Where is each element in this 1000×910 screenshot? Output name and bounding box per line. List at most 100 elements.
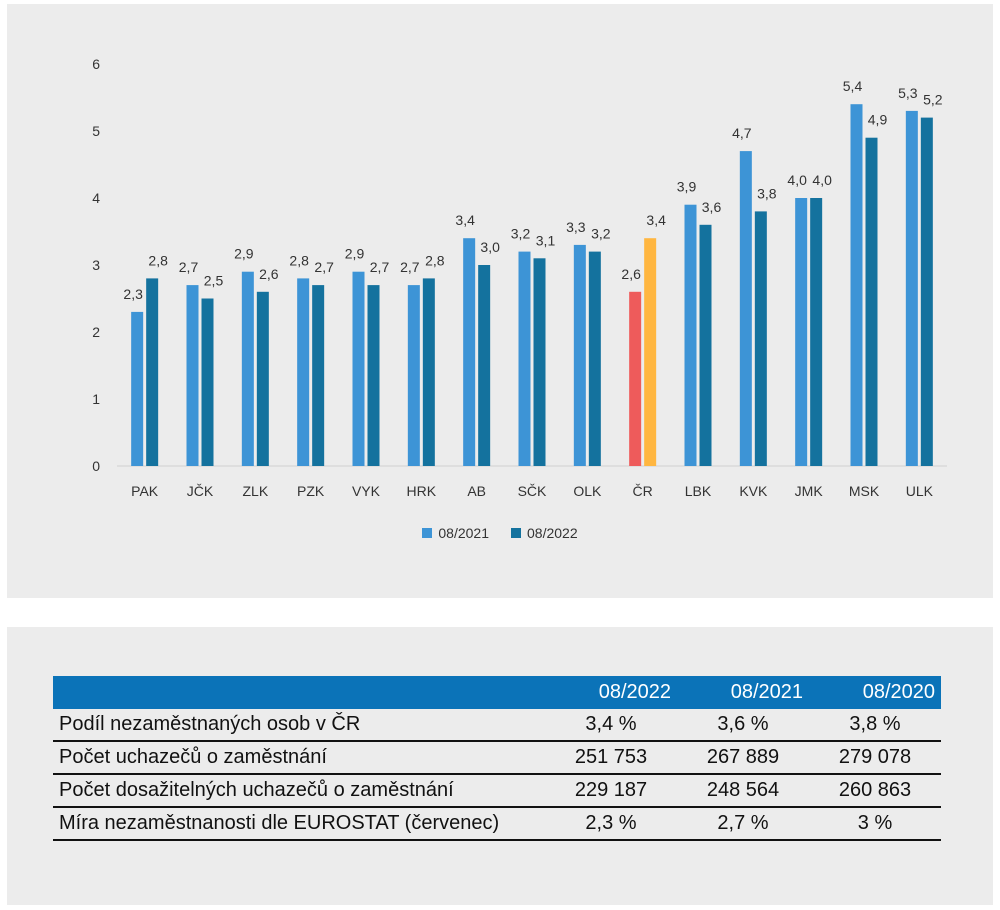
data-label-2022: 4,0 [812,172,832,188]
x-tick-label: PZK [297,483,325,499]
row-label: Míra nezaměstnanosti dle EUROSTAT (červe… [53,807,545,841]
data-label-2022: 3,0 [480,239,500,255]
bar-2022 [699,224,712,466]
bar-2022 [754,211,767,466]
x-tick-label: JMK [795,483,824,499]
bar-2021 [131,311,144,466]
x-tick-label: KVK [739,483,768,499]
cell-2021: 2,7 % [677,807,809,841]
legend: 08/2021 08/2022 [7,525,993,541]
cell-2022: 251 753 [545,741,677,775]
bar-2022 [644,238,657,466]
data-label-2021: 5,3 [898,85,918,101]
legend-swatch-2021 [422,528,433,538]
data-label-2021: 3,3 [566,219,586,235]
bar-2021 [684,204,697,466]
legend-label-2021: 08/2021 [438,525,489,541]
data-label-2021: 2,8 [289,252,309,268]
header-empty [53,676,545,709]
legend-label-2022: 08/2022 [527,525,578,541]
cell-2021: 267 889 [677,741,809,775]
y-tick-label: 6 [92,56,100,72]
data-label-2022: 2,8 [425,252,445,268]
cell-2022: 2,3 % [545,807,677,841]
x-tick-label: ZLK [242,483,268,499]
bar-2022 [367,285,380,466]
y-tick-label: 2 [92,324,100,340]
data-label-2021: 2,7 [400,259,420,275]
cell-2020: 279 078 [809,741,941,775]
data-label-2022: 2,6 [259,266,279,282]
bar-2022 [201,298,214,466]
table-panel: 08/2022 08/2021 08/2020 Podíl nezaměstna… [7,627,993,905]
data-label-2021: 2,9 [234,246,254,262]
table-row: Podíl nezaměstnaných osob v ČR 3,4 % 3,6… [53,709,941,742]
data-label-2021: 5,4 [843,78,863,94]
cell-2022: 229 187 [545,774,677,808]
bar-2022 [810,198,823,466]
bar-2022 [312,285,325,466]
table-row: Počet dosažitelných uchazečů o zaměstnán… [53,774,941,808]
cell-2020: 3,8 % [809,709,941,742]
data-label-2021: 2,7 [179,259,199,275]
bar-2022 [920,117,933,466]
row-label: Podíl nezaměstnaných osob v ČR [53,709,545,742]
data-label-2022: 4,9 [868,112,888,128]
data-label-2022: 2,8 [148,252,168,268]
data-label-2021: 2,9 [345,246,365,262]
bar-2021 [573,244,586,466]
x-tick-label: LBK [685,483,712,499]
cell-2022: 3,4 % [545,709,677,742]
legend-swatch-2022 [511,528,521,538]
data-label-2021: 2,3 [123,286,143,302]
table-row: Počet uchazečů o zaměstnání 251 753 267 … [53,741,941,775]
y-tick-label: 3 [92,257,100,273]
header-2022: 08/2022 [545,676,677,709]
data-label-2022: 5,2 [923,92,943,108]
data-label-2021: 2,6 [621,266,641,282]
header-2020: 08/2020 [809,676,941,709]
data-label-2022: 3,8 [757,185,777,201]
row-label: Počet uchazečů o zaměstnání [53,741,545,775]
cell-2020: 260 863 [809,774,941,808]
cell-2020: 3 % [809,807,941,841]
data-label-2022: 3,6 [702,199,722,215]
bar-2021 [407,285,420,466]
bar-2021 [739,151,752,466]
x-tick-label: VYK [352,483,381,499]
y-tick-label: 5 [92,123,100,139]
bar-2021 [463,238,476,466]
cell-2021: 3,6 % [677,709,809,742]
bar-2021 [905,110,918,467]
bar-2021 [241,271,254,466]
x-tick-label: ČR [633,483,653,499]
data-label-2022: 2,7 [370,259,390,275]
chart-panel: 0 1 2 3 4 5 6 2,3 2,8 PAK 2,7 2,5 JČK 2,9 2,6 ZLK 2,8 2,7… [7,4,993,598]
data-label-2021: 4,7 [732,125,752,141]
bar-2021 [186,285,199,466]
x-tick-label: SČK [518,483,547,499]
unemployment-table: 08/2022 08/2021 08/2020 Podíl nezaměstna… [53,676,941,841]
table-header-row: 08/2022 08/2021 08/2020 [53,676,941,709]
data-label-2022: 3,2 [591,226,611,242]
x-tick-label: PAK [131,483,159,499]
x-tick-label: JČK [187,483,214,499]
legend-item-2022: 08/2022 [511,525,578,541]
bar-2021 [297,278,310,466]
bar-2022 [588,251,601,466]
bar-2021 [850,104,863,466]
bar-2022 [146,278,159,466]
bar-2022 [256,291,269,466]
x-tick-label: MSK [849,483,880,499]
x-tick-label: ULK [906,483,934,499]
y-tick-label: 1 [92,391,100,407]
bar-chart: 0 1 2 3 4 5 6 2,3 2,8 PAK 2,7 2,5 JČK 2,9 2,6 ZLK 2,8 2,7… [92,56,947,499]
x-tick-label: OLK [573,483,602,499]
bar-2022 [865,137,878,466]
x-tick-label: HRK [407,483,437,499]
legend-item-2021: 08/2021 [422,525,489,541]
bar-2021 [518,251,531,466]
header-2021: 08/2021 [677,676,809,709]
data-label-2022: 3,4 [646,212,666,228]
y-tick-label: 0 [92,458,100,474]
